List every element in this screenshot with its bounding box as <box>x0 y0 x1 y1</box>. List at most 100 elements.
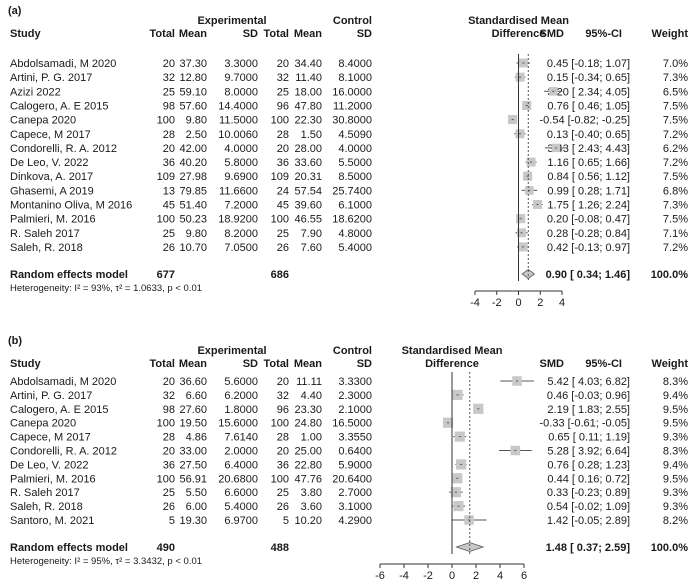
ctrl-mean: 11.11 <box>296 376 322 388</box>
exp-mean: 6.00 <box>186 501 207 513</box>
weight-text: 7.5% <box>663 171 688 183</box>
study-row: Abdolsamadi, M 2020 20 36.60 5.6000 20 11.11 3… <box>10 376 688 388</box>
exp-mean: 9.80 <box>186 228 207 240</box>
ctrl-sd: 4.0000 <box>338 143 372 155</box>
exp-mean: 56.91 <box>179 473 207 485</box>
weight-text: 7.2% <box>663 157 688 169</box>
ctrl-total: 45 <box>277 200 289 212</box>
ctrl-sd: 30.8000 <box>332 115 372 127</box>
smd-ci-text: 0.84 [ 0.56; 1.12] <box>547 171 630 183</box>
study-row: Saleh, R. 2018 26 10.70 7.0500 26 7.60 5.4000 0… <box>10 242 688 254</box>
study-name: De Leo, V. 2022 <box>10 459 89 471</box>
weight-text: 9.5% <box>663 404 688 416</box>
header-ctrl-mean: Mean <box>294 358 322 370</box>
smd-ci-text: 0.28 [-0.28; 0.84] <box>547 228 630 240</box>
ctrl-mean: 34.40 <box>294 58 322 70</box>
ctrl-sd: 20.6400 <box>332 473 372 485</box>
study-row: Calogero, A. E 2015 98 57.60 14.4000 96 47.80… <box>10 100 688 112</box>
pooled-ctrl-total: 488 <box>271 542 289 554</box>
weight-text: 9.4% <box>663 390 688 402</box>
exp-sd: 11.6600 <box>219 185 258 197</box>
header-smd: SMD <box>540 28 565 40</box>
pooled-weight: 100.0% <box>651 542 689 554</box>
ctrl-sd: 16.0000 <box>332 86 372 98</box>
exp-mean: 27.50 <box>179 459 207 471</box>
exp-mean: 6.60 <box>186 390 207 402</box>
study-name: Azizi 2022 <box>10 86 61 98</box>
header-exp-sd: SD <box>243 28 258 40</box>
study-name: Capece, M 2017 <box>10 129 91 141</box>
exp-total: 100 <box>157 418 175 430</box>
ctrl-mean: 23.30 <box>294 404 322 416</box>
ctrl-mean: 33.60 <box>294 157 322 169</box>
header-control: Control <box>333 15 372 27</box>
ctrl-sd: 18.6200 <box>332 214 372 226</box>
ctrl-mean: 7.60 <box>301 242 322 254</box>
ctrl-total: 20 <box>277 143 289 155</box>
exp-total: 20 <box>163 376 175 388</box>
exp-total: 26 <box>163 242 175 254</box>
exp-sd: 1.8000 <box>224 404 258 416</box>
exp-mean: 27.98 <box>179 171 207 183</box>
weight-text: 9.3% <box>663 501 688 513</box>
weight-text: 7.1% <box>663 228 688 240</box>
exp-mean: 2.50 <box>186 129 207 141</box>
ctrl-sd: 4.2900 <box>338 515 372 527</box>
header-weight: Weight <box>652 28 689 40</box>
header-exp-total: Total <box>150 358 175 370</box>
ctrl-sd: 25.7400 <box>332 185 372 197</box>
ctrl-total: 20 <box>277 376 289 388</box>
exp-sd: 4.0000 <box>224 143 258 155</box>
pooled-exp-total: 490 <box>157 542 175 554</box>
ctrl-total: 24 <box>277 185 289 197</box>
exp-sd: 7.2000 <box>224 200 258 212</box>
header-ctrl-total: Total <box>264 358 289 370</box>
exp-total: 20 <box>163 58 175 70</box>
smd-ci-text: 0.99 [ 0.28; 1.71] <box>547 185 630 197</box>
smd-ci-text: 0.54 [-0.02; 1.09] <box>547 501 630 513</box>
ctrl-mean: 11.40 <box>295 72 322 84</box>
study-name: R. Saleh 2017 <box>10 487 80 499</box>
ctrl-total: 100 <box>271 418 289 430</box>
header-effect-line2: Difference <box>492 28 546 40</box>
ctrl-mean: 22.30 <box>294 115 322 127</box>
ctrl-sd: 8.4000 <box>338 58 372 70</box>
header-exp-total: Total <box>150 28 175 40</box>
study-name: Dinkova, A. 2017 <box>10 171 93 183</box>
exp-mean: 51.40 <box>179 200 207 212</box>
pooled-ctrl-total: 686 <box>271 269 289 281</box>
smd-ci-text: 1.42 [-0.05; 2.89] <box>547 515 630 527</box>
ctrl-sd: 5.5000 <box>338 157 372 169</box>
exp-total: 5 <box>169 515 175 527</box>
ctrl-mean: 57.54 <box>294 185 322 197</box>
ctrl-sd: 2.1000 <box>338 404 372 416</box>
header-ci: 95%-CI <box>585 28 622 40</box>
ctrl-mean: 4.40 <box>301 390 322 402</box>
ctrl-mean: 25.00 <box>294 446 322 458</box>
x-tick-label: -4 <box>470 297 480 309</box>
exp-mean: 40.20 <box>179 157 207 169</box>
header-ctrl-sd: SD <box>357 358 372 370</box>
pooled-diamond <box>521 268 536 279</box>
ctrl-mean: 20.31 <box>294 171 322 183</box>
exp-sd: 3.3000 <box>224 58 258 70</box>
weight-text: 6.5% <box>663 86 688 98</box>
study-name: Palmieri, M. 2016 <box>10 473 96 485</box>
ctrl-total: 20 <box>277 446 289 458</box>
weight-text: 9.5% <box>663 473 688 485</box>
weight-text: 7.0% <box>663 58 688 70</box>
smd-ci-text: 0.20 [-0.08; 0.47] <box>547 214 630 226</box>
exp-sd: 5.6000 <box>224 376 258 388</box>
panel-label: (b) <box>8 335 22 347</box>
study-row: De Leo, V. 2022 36 27.50 6.4000 36 22.80 5.900… <box>10 459 688 471</box>
smd-ci-text: 0.33 [-0.23; 0.89] <box>547 487 630 499</box>
ctrl-total: 25 <box>277 228 289 240</box>
x-tick-label: 2 <box>537 297 543 309</box>
exp-mean: 9.80 <box>186 115 207 127</box>
exp-mean: 79.85 <box>179 185 207 197</box>
study-row: Dinkova, A. 2017 109 27.98 9.6900 109 20.31 8.… <box>10 171 688 183</box>
study-row: Santoro, M. 2021 5 19.30 6.9700 5 10.20 4.2900… <box>10 515 688 527</box>
exp-sd: 6.6000 <box>224 487 258 499</box>
smd-ci-text: -0.33 [-0.61; -0.05] <box>540 418 631 430</box>
header-ctrl-mean: Mean <box>294 28 322 40</box>
